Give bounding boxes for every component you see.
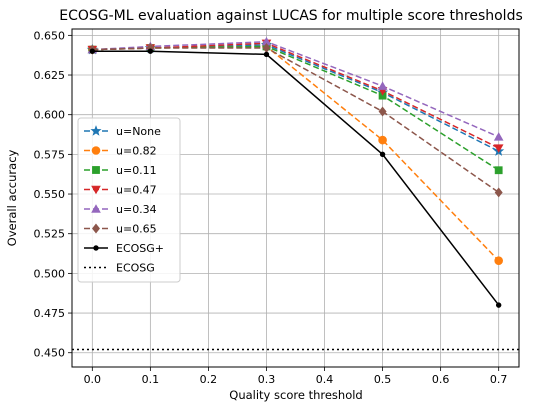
legend-label: u=0.82 bbox=[116, 145, 157, 158]
legend-item: u=None bbox=[84, 125, 161, 138]
y-tick-label: 0.500 bbox=[34, 267, 66, 280]
x-tick-label: 0.0 bbox=[84, 373, 102, 386]
legend-label: u=None bbox=[116, 125, 161, 138]
data-point bbox=[379, 151, 386, 158]
legend-item: u=0.11 bbox=[84, 164, 157, 177]
data-point bbox=[378, 106, 387, 117]
legend-label: u=0.47 bbox=[116, 184, 157, 197]
data-point bbox=[377, 81, 388, 90]
y-tick-label: 0.525 bbox=[34, 228, 66, 241]
legend-box bbox=[77, 117, 181, 283]
data-point bbox=[147, 48, 154, 54]
legend-item: u=0.47 bbox=[84, 184, 157, 197]
data-point bbox=[495, 302, 502, 308]
y-axis-label: Overall accuracy bbox=[5, 149, 19, 246]
data-point bbox=[494, 166, 503, 175]
legend-marker bbox=[92, 166, 100, 174]
y-tick-label: 0.575 bbox=[34, 148, 66, 161]
data-point bbox=[89, 48, 96, 54]
legend-item: u=0.65 bbox=[84, 223, 157, 236]
legend-label: ECOSG+ bbox=[116, 242, 164, 255]
x-tick-label: 0.7 bbox=[490, 373, 508, 386]
data-point bbox=[494, 187, 503, 198]
data-point bbox=[263, 51, 270, 58]
legend-item: u=0.82 bbox=[84, 145, 157, 158]
legend-label: u=0.11 bbox=[116, 164, 157, 177]
y-tick-label: 0.475 bbox=[34, 307, 66, 320]
plot-frame bbox=[71, 28, 520, 368]
x-tick-label: 0.3 bbox=[258, 373, 276, 386]
legend-marker bbox=[91, 204, 101, 213]
legend-marker bbox=[92, 223, 100, 234]
axis-ticks: 0.0 0.1 0.2 0.3 0.4 0.5 0.6 0.7 0.450 0.475 0.500 0… bbox=[34, 29, 508, 386]
x-tick-label: 0.2 bbox=[200, 373, 218, 386]
legend-label: u=0.34 bbox=[116, 203, 157, 216]
y-tick-label: 0.550 bbox=[34, 188, 66, 201]
x-tick-label: 0.5 bbox=[374, 373, 392, 386]
y-tick-label: 0.600 bbox=[34, 109, 66, 122]
chart-legend: u=None u=0.82 u=0.11 u=0.47 u=0.34 u=0.65 ECOS… bbox=[77, 117, 181, 283]
data-point bbox=[494, 256, 503, 265]
legend-label: ECOSG bbox=[116, 262, 155, 275]
chart-title: ECOSG-ML evaluation against LUCAS for mu… bbox=[59, 8, 523, 24]
series-ECOSG+ bbox=[89, 48, 502, 308]
y-tick-label: 0.450 bbox=[34, 347, 66, 360]
x-tick-label: 0.6 bbox=[432, 373, 450, 386]
data-point bbox=[378, 135, 387, 145]
legend-marker bbox=[91, 185, 101, 195]
legend-item: u=0.34 bbox=[84, 203, 157, 216]
legend-item: ECOSG+ bbox=[84, 242, 164, 255]
series-layer bbox=[72, 36, 519, 351]
x-axis-label: Quality score threshold bbox=[229, 388, 362, 402]
x-tick-label: 0.1 bbox=[142, 373, 160, 386]
x-tick-label: 0.4 bbox=[316, 373, 334, 386]
y-tick-label: 0.625 bbox=[34, 69, 66, 82]
legend-marker bbox=[93, 245, 99, 251]
y-tick-label: 0.650 bbox=[34, 29, 66, 42]
data-point bbox=[493, 144, 504, 153]
legend-label: u=0.65 bbox=[116, 223, 157, 236]
legend-item: ECOSG bbox=[84, 262, 155, 275]
legend-marker bbox=[90, 125, 102, 136]
data-point bbox=[493, 132, 504, 141]
grid-lines bbox=[72, 29, 519, 367]
legend-marker bbox=[91, 146, 101, 155]
